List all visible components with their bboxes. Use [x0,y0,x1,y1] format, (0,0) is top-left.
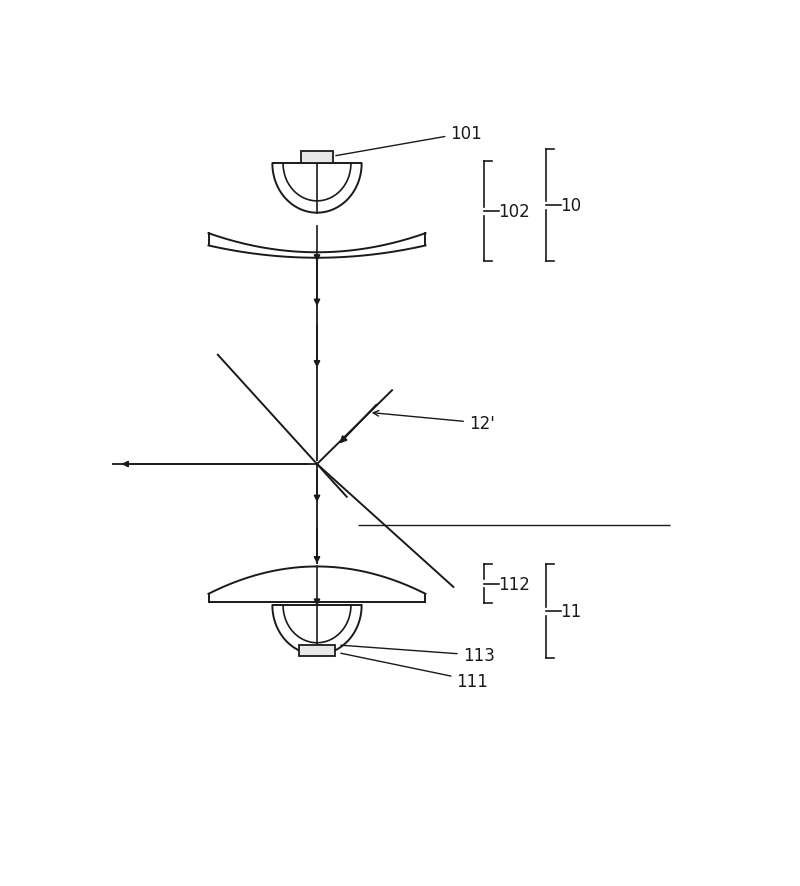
Text: 10: 10 [560,197,581,215]
Bar [301,152,333,164]
Text: 102: 102 [498,203,530,221]
Text: 112: 112 [498,575,530,593]
Text: 11: 11 [560,602,582,620]
Text: 101: 101 [336,125,482,157]
Text: 113: 113 [341,646,494,664]
Text: 111: 111 [341,654,488,689]
Text: 12': 12' [373,411,494,432]
Bar [299,645,335,657]
